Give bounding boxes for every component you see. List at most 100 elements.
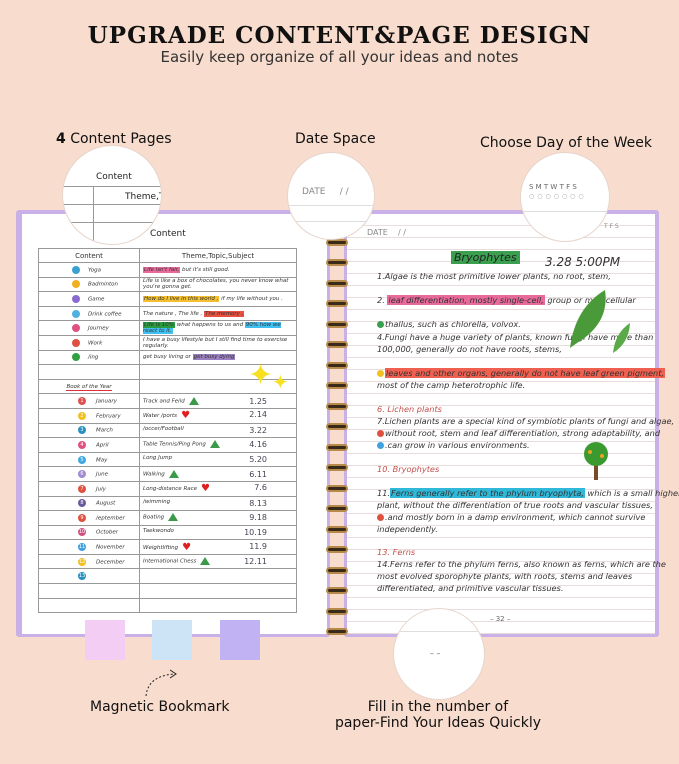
month-number-badge: 2 [78,411,86,420]
month-row: 11 November Weightlifting ♥ 11.9 [38,539,297,555]
triangle-icon [200,557,211,566]
content-row: Badminton Life is like a box of chocolate… [38,276,297,293]
content-row: Drink coffee The nature , The life , The … [38,305,297,322]
spiral-ring [326,546,348,553]
month-row: 3 March/occer/Football 3.22 [38,422,297,439]
note-line: 1.Algae is the most primitive lower plan… [377,271,611,281]
content-row: /ing get busy living or get busy dying [38,349,297,366]
spiral-ring [326,259,348,266]
content-row: Work I have a busy lifestyle but I still … [38,334,297,351]
month-row: 6 June Walking 6.11 [38,466,297,482]
month-number-badge: 6 [78,470,86,479]
sparkle-icon: ✦ [272,370,289,394]
spiral-ring [326,525,348,533]
note-line: 2. leaf differentiation, mostly single-c… [377,295,636,305]
spiral-ring [326,423,348,430]
spiral-ring [326,607,348,615]
days-of-week: T F S [604,223,619,230]
content-table: Content Theme,Topic,Subject Yoga Life isn'… [38,248,297,614]
note-line: differentiated, and primitive vascular t… [377,583,564,593]
spiral-ring [326,402,348,410]
category-icon [72,265,80,274]
spiral-ring [326,279,348,287]
spiral-ring [326,361,348,369]
spiral-ring [326,566,348,574]
note-line: 4.Fungi have a huge variety of plants, k… [377,332,654,342]
note-line: most of the camp heterotrophic life. [377,380,526,390]
bullet-3-icon [377,321,384,328]
month-number-badge: 3 [78,426,86,435]
spiral-ring [326,443,348,451]
page-subtitle: Easily keep organize of all your ideas a… [160,48,519,66]
note-line: plant, without the differentiation of tr… [377,500,653,510]
spiral-ring [326,464,348,471]
note-line: 11.Ferns generally refer to the phylum b… [377,488,679,498]
bullet-5-icon [377,370,384,377]
month-row: 13 [38,568,297,585]
category-icon [72,338,80,347]
note-line: leaves and other organs, generally do no… [377,368,666,378]
bookmark-tab-purple[interactable] [220,620,260,660]
month-number-badge: 12 [78,557,86,566]
bookmark-tab-pink[interactable] [85,620,125,660]
note-line: most evolved sporophyte plants, with roo… [377,571,633,581]
spiral-ring [326,320,348,328]
month-row: 2 February Water /ports ♥ 2.14 [38,407,297,424]
month-number-badge: 8 [78,499,86,508]
bookmark-caption: Magnetic Bookmark [90,699,230,715]
content-row: Journey Life is 10% what happens to us an… [38,320,297,336]
content-pages-count: 4 [56,131,66,147]
notes-page [347,214,655,634]
notes-heading: Bryophytes [451,251,520,264]
sparkle-icon: ✦ [248,358,274,393]
month-row: 9/eptember Boating 9.18 [38,510,297,526]
month-number-badge: 9 [78,513,86,522]
spiral-ring [326,341,348,348]
col-theme: Theme,Topic,Subject [139,248,297,263]
spiral-ring [326,505,348,512]
magnifier-days: S M T W T F S ○○○○○○○ [520,152,610,242]
bullet-12-icon [377,514,384,521]
category-icon [72,309,80,318]
spiral-ring [326,382,348,389]
leaf-icon [570,290,630,353]
feature-day-of-week: Choose Day of the Week [480,135,652,151]
note-subheading: 10. Bryophytes [377,464,440,474]
note-line: 100,000, generally do not have roots, st… [377,344,562,354]
empty-row [38,364,297,380]
spiral-ring [326,300,348,307]
bookmark-tab-blue[interactable] [152,620,192,660]
spiral-ring [326,587,348,594]
note-line: without root, stem and leaf differentiat… [377,428,660,438]
triangle-icon [188,396,199,405]
note-subheading: 13. Ferns [377,547,416,557]
month-number-badge: 5 [78,455,86,464]
note-line: 7.Lichen plants are a special kind of sy… [377,416,675,426]
note-time: 3.28 5:00PM [545,255,621,269]
month-row: 10 October Taekwondo 10.19 [38,524,297,541]
page-number-caption-1: Fill in the number of [367,699,509,715]
month-number-badge: 13 [78,572,86,581]
bullet-9-icon [377,442,384,449]
note-line: independently. [377,524,438,534]
date-label: DATE / / [367,228,406,237]
note-line: thallus, such as chlorella, volvox. [377,319,521,329]
month-number-badge: 4 [78,440,86,449]
magnifier-date: DATE / / [287,152,375,240]
tree-icon [584,442,608,480]
content-row: Yoga Life isn't fair, but it's still good… [38,262,297,278]
month-number-badge: 11 [78,543,86,552]
content-pages-label: Content Pages [65,131,172,147]
content-page-title: Content [150,229,186,239]
arrow-icon [145,669,177,697]
page-title: UPGRADE CONTENT&PAGE DESIGN [87,22,592,49]
month-row: 5 May Long Jump 5.20 [38,451,297,468]
col-content: Content [38,248,140,263]
page-number: – 32 – [490,615,511,623]
triangle-icon [209,440,220,449]
feature-content-pages: 4 Content Pages [56,131,172,147]
month-number-badge: 7 [78,484,86,493]
spiral-ring [326,484,348,492]
category-icon [72,324,80,333]
note-line: 14.Ferns refer to the phylum ferns, also… [377,559,666,569]
